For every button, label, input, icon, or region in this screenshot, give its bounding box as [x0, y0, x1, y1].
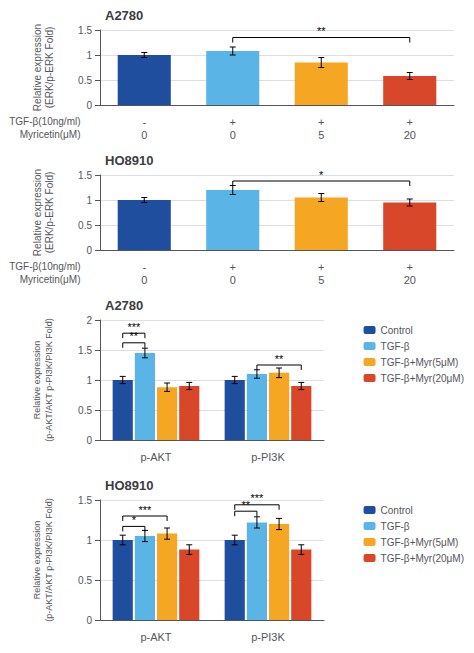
- svg-text:HO8910: HO8910: [105, 478, 153, 493]
- svg-text:A2780: A2780: [105, 298, 143, 313]
- svg-text:0: 0: [86, 435, 92, 446]
- svg-text:TGF-β+Myr(5μM): TGF-β+Myr(5μM): [381, 537, 459, 548]
- svg-text:TGF-β+Myr(20μM): TGF-β+Myr(20μM): [381, 553, 464, 564]
- svg-text:1: 1: [86, 50, 92, 61]
- svg-text:TGF-β+Myr(20μM): TGF-β+Myr(20μM): [381, 373, 464, 384]
- svg-text:***: ***: [250, 492, 264, 504]
- svg-text:Myricetin(μM): Myricetin(μM): [20, 129, 81, 140]
- svg-text:TGF-β(10ng/ml): TGF-β(10ng/ml): [9, 261, 80, 272]
- svg-text:1.5: 1.5: [78, 495, 92, 506]
- svg-text:p-PI3K: p-PI3K: [251, 451, 285, 463]
- svg-text:5: 5: [318, 274, 324, 286]
- svg-text:TGF-β: TGF-β: [381, 521, 410, 532]
- svg-text:TGF-β: TGF-β: [381, 341, 410, 352]
- svg-text:**: **: [275, 353, 284, 365]
- svg-text:1.5: 1.5: [78, 170, 92, 181]
- svg-text:+: +: [230, 116, 236, 128]
- svg-text:+: +: [407, 116, 413, 128]
- svg-text:Control: Control: [381, 505, 413, 516]
- svg-text:HO8910: HO8910: [105, 153, 153, 168]
- svg-text:0.5: 0.5: [78, 405, 92, 416]
- svg-text:A2780: A2780: [105, 8, 143, 23]
- svg-text:0: 0: [86, 615, 92, 626]
- svg-text:***: ***: [127, 321, 141, 333]
- svg-text:-: -: [142, 116, 146, 128]
- svg-text:+: +: [230, 261, 236, 273]
- svg-text:0: 0: [230, 129, 236, 141]
- svg-text:Myricetin(μM): Myricetin(μM): [20, 274, 81, 285]
- svg-text:Relative expression: Relative expression: [32, 169, 43, 256]
- svg-text:(ERK/p-ERK Fold): (ERK/p-ERK Fold): [44, 172, 55, 254]
- svg-text:20: 20: [404, 274, 416, 286]
- svg-text:(p-AKT/AKT p-PI3K/PI3K Fold): (p-AKT/AKT p-PI3K/PI3K Fold): [44, 318, 54, 441]
- svg-text:1.5: 1.5: [78, 345, 92, 356]
- svg-text:(p-AKT/AKT p-PI3K/PI3K Fold): (p-AKT/AKT p-PI3K/PI3K Fold): [44, 498, 54, 621]
- svg-text:20: 20: [404, 129, 416, 141]
- svg-text:2: 2: [86, 315, 92, 326]
- svg-text:***: ***: [138, 504, 152, 516]
- svg-text:0: 0: [141, 129, 147, 141]
- svg-text:5: 5: [318, 129, 324, 141]
- svg-text:+: +: [318, 261, 324, 273]
- svg-text:+: +: [407, 261, 413, 273]
- svg-text:Control: Control: [381, 325, 413, 336]
- svg-text:p-PI3K: p-PI3K: [251, 631, 285, 643]
- svg-text:-: -: [142, 261, 146, 273]
- svg-text:TGF-β+Myr(5μM): TGF-β+Myr(5μM): [381, 357, 459, 368]
- svg-text:(ERK/p-ERK Fold): (ERK/p-ERK Fold): [44, 27, 55, 109]
- svg-text:0: 0: [86, 245, 92, 256]
- svg-text:p-AKT: p-AKT: [140, 631, 171, 643]
- svg-text:0: 0: [141, 274, 147, 286]
- svg-text:TGF-β(10ng/ml): TGF-β(10ng/ml): [9, 116, 80, 127]
- svg-text:1: 1: [86, 375, 92, 386]
- svg-text:0.5: 0.5: [78, 575, 92, 586]
- svg-text:p-AKT: p-AKT: [140, 451, 171, 463]
- svg-text:0.5: 0.5: [78, 75, 92, 86]
- svg-text:0: 0: [86, 100, 92, 111]
- svg-text:*: *: [319, 169, 324, 181]
- svg-text:0: 0: [230, 274, 236, 286]
- svg-text:Relative expression: Relative expression: [32, 24, 43, 111]
- svg-text:Relative expression: Relative expression: [32, 521, 42, 600]
- svg-text:1.5: 1.5: [78, 25, 92, 36]
- svg-text:1: 1: [86, 195, 92, 206]
- svg-text:+: +: [318, 116, 324, 128]
- svg-text:**: **: [317, 25, 326, 37]
- svg-text:Relative expression: Relative expression: [32, 341, 42, 420]
- svg-text:0.5: 0.5: [78, 220, 92, 231]
- svg-text:1: 1: [86, 535, 92, 546]
